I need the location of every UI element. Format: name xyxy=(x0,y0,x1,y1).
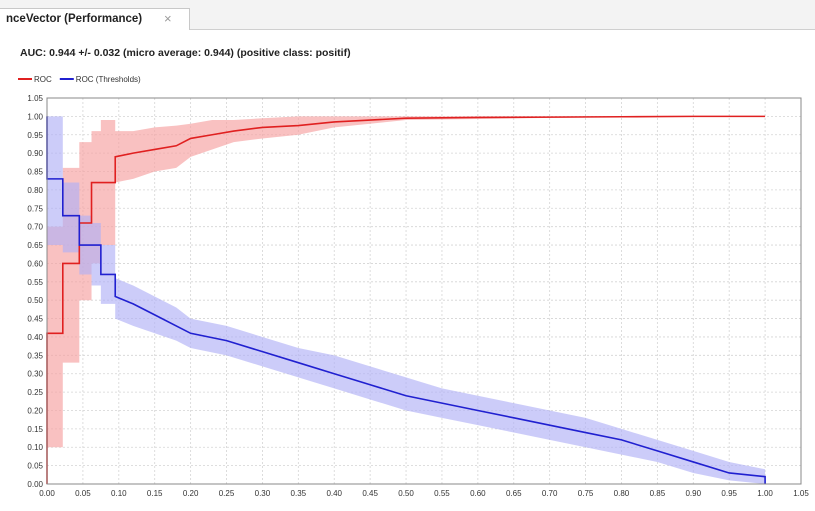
x-tick-label: 0.30 xyxy=(255,489,271,498)
y-tick-label: 0.65 xyxy=(27,241,43,250)
x-tick-label: 0.00 xyxy=(39,489,55,498)
x-tick-label: 0.20 xyxy=(183,489,199,498)
x-tick-label: 1.00 xyxy=(757,489,773,498)
legend-label: ROC xyxy=(34,75,52,84)
y-tick-label: 0.20 xyxy=(27,406,43,415)
x-tick-label: 0.15 xyxy=(147,489,163,498)
y-tick-label: 0.35 xyxy=(27,351,43,360)
x-tick-label: 0.25 xyxy=(219,489,235,498)
y-tick-label: 0.45 xyxy=(27,315,43,324)
x-tick-label: 0.65 xyxy=(506,489,522,498)
x-tick-label: 0.90 xyxy=(685,489,701,498)
y-tick-label: 0.55 xyxy=(27,278,43,287)
y-tick-label: 0.25 xyxy=(27,388,43,397)
x-tick-label: 0.45 xyxy=(362,489,378,498)
chart-title: AUC: 0.944 +/- 0.032 (micro average: 0.9… xyxy=(20,47,351,59)
x-tick-label: 0.85 xyxy=(650,489,666,498)
y-tick-label: 0.70 xyxy=(27,223,43,232)
y-tick-label: 1.05 xyxy=(27,94,43,103)
x-tick-label: 0.35 xyxy=(291,489,307,498)
tab-bar: nceVector (Performance) × xyxy=(0,0,815,31)
series-0-confidence-band xyxy=(47,116,766,484)
legend-label: ROC (Thresholds) xyxy=(76,75,141,84)
x-tick-label: 0.55 xyxy=(434,489,450,498)
x-tick-label: 0.40 xyxy=(326,489,342,498)
series-1-line xyxy=(46,116,766,484)
y-tick-label: 0.10 xyxy=(27,443,43,452)
series-1-confidence-band xyxy=(47,116,766,484)
y-tick-label: 0.15 xyxy=(27,425,43,434)
x-tick-label: 0.10 xyxy=(111,489,127,498)
x-tick-label: 0.75 xyxy=(578,489,594,498)
x-tick-label: 0.95 xyxy=(721,489,737,498)
x-tick-label: 0.60 xyxy=(470,489,486,498)
tab-title: nceVector (Performance) xyxy=(6,13,143,25)
series-0-line xyxy=(46,115,766,484)
y-tick-label: 0.40 xyxy=(27,333,43,342)
y-tick-label: 0.00 xyxy=(27,480,43,489)
y-tick-label: 0.75 xyxy=(27,204,43,213)
y-tick-label: 0.30 xyxy=(27,370,43,379)
y-tick-label: 1.00 xyxy=(27,112,43,121)
y-tick-label: 0.80 xyxy=(27,186,43,195)
y-tick-label: 0.90 xyxy=(27,149,43,158)
x-tick-label: 0.05 xyxy=(75,489,91,498)
y-tick-label: 0.60 xyxy=(27,259,43,268)
x-tick-label: 1.05 xyxy=(793,489,809,498)
close-icon[interactable]: × xyxy=(164,11,172,26)
plot-border xyxy=(46,97,802,485)
x-tick-label: 0.70 xyxy=(542,489,558,498)
y-tick-label: 0.05 xyxy=(27,462,43,471)
x-tick-label: 0.80 xyxy=(614,489,630,498)
y-tick-label: 0.95 xyxy=(27,131,43,140)
tab-performance-vector[interactable]: nceVector (Performance) × xyxy=(0,8,190,31)
y-tick-label: 0.50 xyxy=(27,296,43,305)
y-tick-label: 0.85 xyxy=(27,168,43,177)
x-tick-label: 0.50 xyxy=(398,489,414,498)
